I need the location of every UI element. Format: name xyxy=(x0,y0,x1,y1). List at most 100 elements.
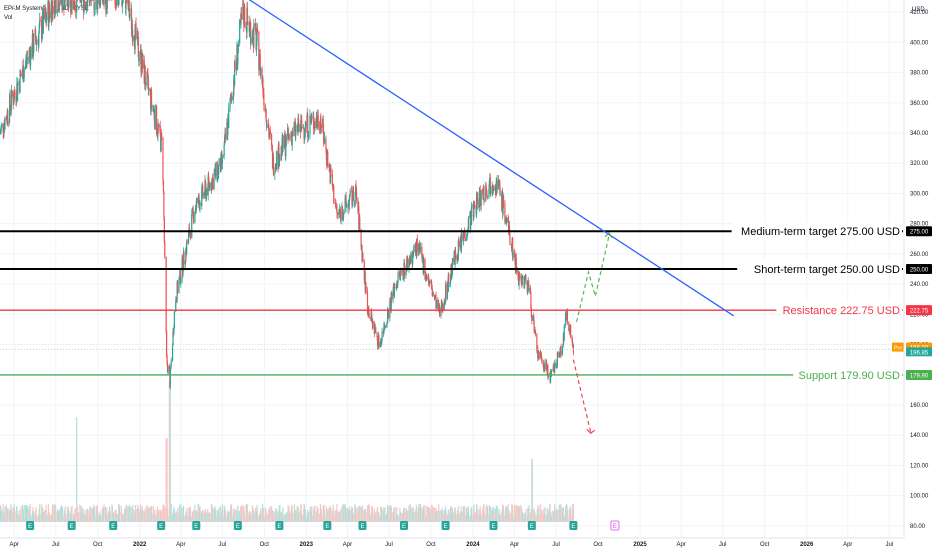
candle-body xyxy=(68,2,70,8)
earnings-marker xyxy=(400,521,409,530)
volume-bar xyxy=(215,509,217,522)
candle-body xyxy=(538,351,540,360)
candle-body xyxy=(498,184,500,189)
pre-market-label: Pre xyxy=(894,346,903,352)
candle-body xyxy=(525,274,527,283)
candle-body xyxy=(530,308,532,318)
volume-bar xyxy=(572,504,574,522)
candle-body xyxy=(434,295,436,299)
candle-body xyxy=(244,6,246,27)
time-axis-tick: 2025 xyxy=(633,542,647,548)
candle-body xyxy=(266,120,268,128)
candle-body xyxy=(32,51,34,57)
volume-bar xyxy=(429,510,431,522)
candle-body xyxy=(314,121,316,128)
candle-body xyxy=(333,185,335,204)
level-label: Medium-term target 275.00 USD xyxy=(741,226,900,238)
earnings-marker-label: E xyxy=(111,524,115,530)
projection-group xyxy=(572,231,613,434)
candle-body xyxy=(40,21,43,40)
volume-bar xyxy=(445,510,447,522)
candle-body xyxy=(125,0,127,9)
candle-body xyxy=(572,344,574,353)
candle-body xyxy=(398,272,401,274)
candle-body xyxy=(430,280,433,286)
candle-body xyxy=(308,134,310,138)
volume-bar xyxy=(373,508,375,522)
candle-body xyxy=(145,83,147,86)
volume-bar xyxy=(483,512,485,522)
candle-body xyxy=(70,5,72,14)
candle-body xyxy=(400,269,402,272)
volume-bar xyxy=(442,513,444,522)
volume-bar xyxy=(506,506,508,522)
candle-body xyxy=(341,205,343,216)
candle-body xyxy=(448,274,450,284)
candle-body xyxy=(509,233,511,245)
volume-bar xyxy=(282,507,284,522)
volume-bar xyxy=(538,516,540,522)
candle-body xyxy=(49,12,51,19)
candle-body xyxy=(304,121,307,133)
volume-bar xyxy=(100,515,102,522)
candle-body xyxy=(201,187,203,206)
candle-body xyxy=(86,2,88,11)
candle-body xyxy=(512,238,514,259)
candle-body xyxy=(176,282,179,293)
candle-body xyxy=(255,23,257,32)
volume-bar xyxy=(450,506,453,522)
candle-body xyxy=(256,28,259,32)
candle-body xyxy=(373,321,375,334)
candle-body xyxy=(224,132,227,139)
candle-body xyxy=(0,128,2,134)
candle-body xyxy=(45,18,48,22)
candle-body xyxy=(514,255,516,262)
candle-body xyxy=(256,28,258,42)
candle-body xyxy=(259,54,261,76)
volume-bar xyxy=(170,504,172,522)
volume-bar xyxy=(6,508,8,522)
candle-body xyxy=(288,133,290,136)
candle-body xyxy=(540,354,543,359)
time-axis-tick: Oct xyxy=(760,542,770,548)
candle-body xyxy=(502,195,505,204)
volume-bar xyxy=(109,514,112,522)
volume-bar xyxy=(378,514,380,522)
price-axis-unit: USD xyxy=(912,7,925,13)
candle-body xyxy=(191,213,193,239)
volume-bar xyxy=(263,509,265,522)
candle-body xyxy=(431,285,433,290)
candle-body xyxy=(419,249,421,251)
candle-body xyxy=(115,4,117,6)
candle-body xyxy=(473,204,475,218)
candle-body xyxy=(21,73,23,77)
volume-bar xyxy=(403,507,406,522)
volume-bar xyxy=(29,514,32,522)
candle-body xyxy=(478,191,480,208)
candle-body xyxy=(491,186,494,191)
candle-body xyxy=(300,119,302,121)
projection-down-arrowhead xyxy=(586,428,596,434)
candle-body xyxy=(74,4,76,13)
candle-body xyxy=(255,31,257,50)
volume-bar xyxy=(212,508,214,522)
earnings-marker-label: E xyxy=(402,524,406,530)
volume-bar xyxy=(240,505,243,522)
volume-indicator-label[interactable]: Vol xyxy=(4,15,13,21)
candle-body xyxy=(429,280,431,284)
candle-body xyxy=(196,198,198,202)
candle-body xyxy=(282,135,284,151)
volume-bar xyxy=(231,508,233,522)
volume-bar xyxy=(560,504,562,522)
volume-bar xyxy=(151,513,153,522)
volume-bar xyxy=(5,504,7,522)
candle-body xyxy=(323,138,326,144)
candle-body xyxy=(352,186,354,201)
volume-bar xyxy=(486,506,489,522)
candle-body xyxy=(118,0,120,5)
volume-bar xyxy=(522,511,524,522)
candle-body xyxy=(8,94,11,123)
candle-body xyxy=(4,118,6,130)
volume-bar xyxy=(183,515,185,522)
